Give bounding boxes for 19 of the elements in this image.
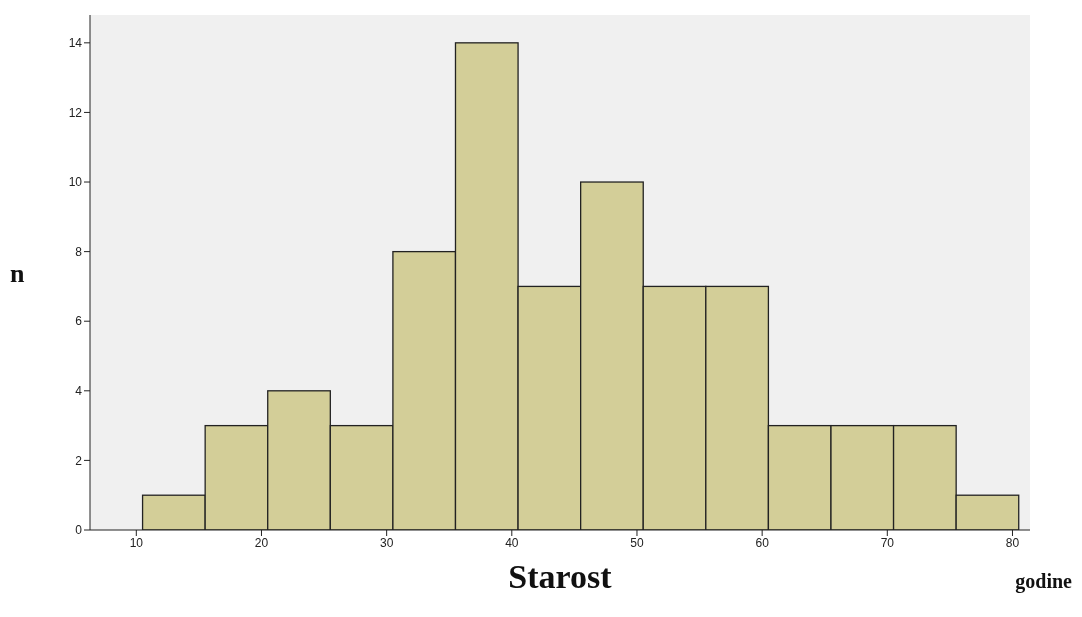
y-tick-label: 8: [75, 244, 83, 259]
x-tick-label: 60: [755, 535, 770, 550]
x-tick-label: 70: [880, 535, 895, 550]
x-tick-label: 30: [379, 535, 394, 550]
x-tick-label: 50: [630, 535, 644, 550]
text: godine: [1015, 570, 1072, 593]
x-axis-title: Starost: [508, 558, 612, 595]
x-tick-label: 20: [254, 535, 269, 550]
y-tick-label: 2: [75, 453, 83, 468]
y-tick-label: 6: [75, 314, 83, 329]
x-tick-label: 80: [1005, 535, 1020, 550]
x-tick-label: 10: [129, 535, 144, 550]
y-tick-label: 10: [68, 175, 83, 190]
y-tick-label: 4: [75, 384, 83, 399]
y-tick-label: 0: [75, 523, 83, 538]
y-tick-label: 12: [68, 105, 83, 120]
x-tick-label: 40: [505, 535, 519, 550]
y-tick-label: 14: [68, 36, 83, 51]
y-axis-title: n: [10, 258, 25, 288]
